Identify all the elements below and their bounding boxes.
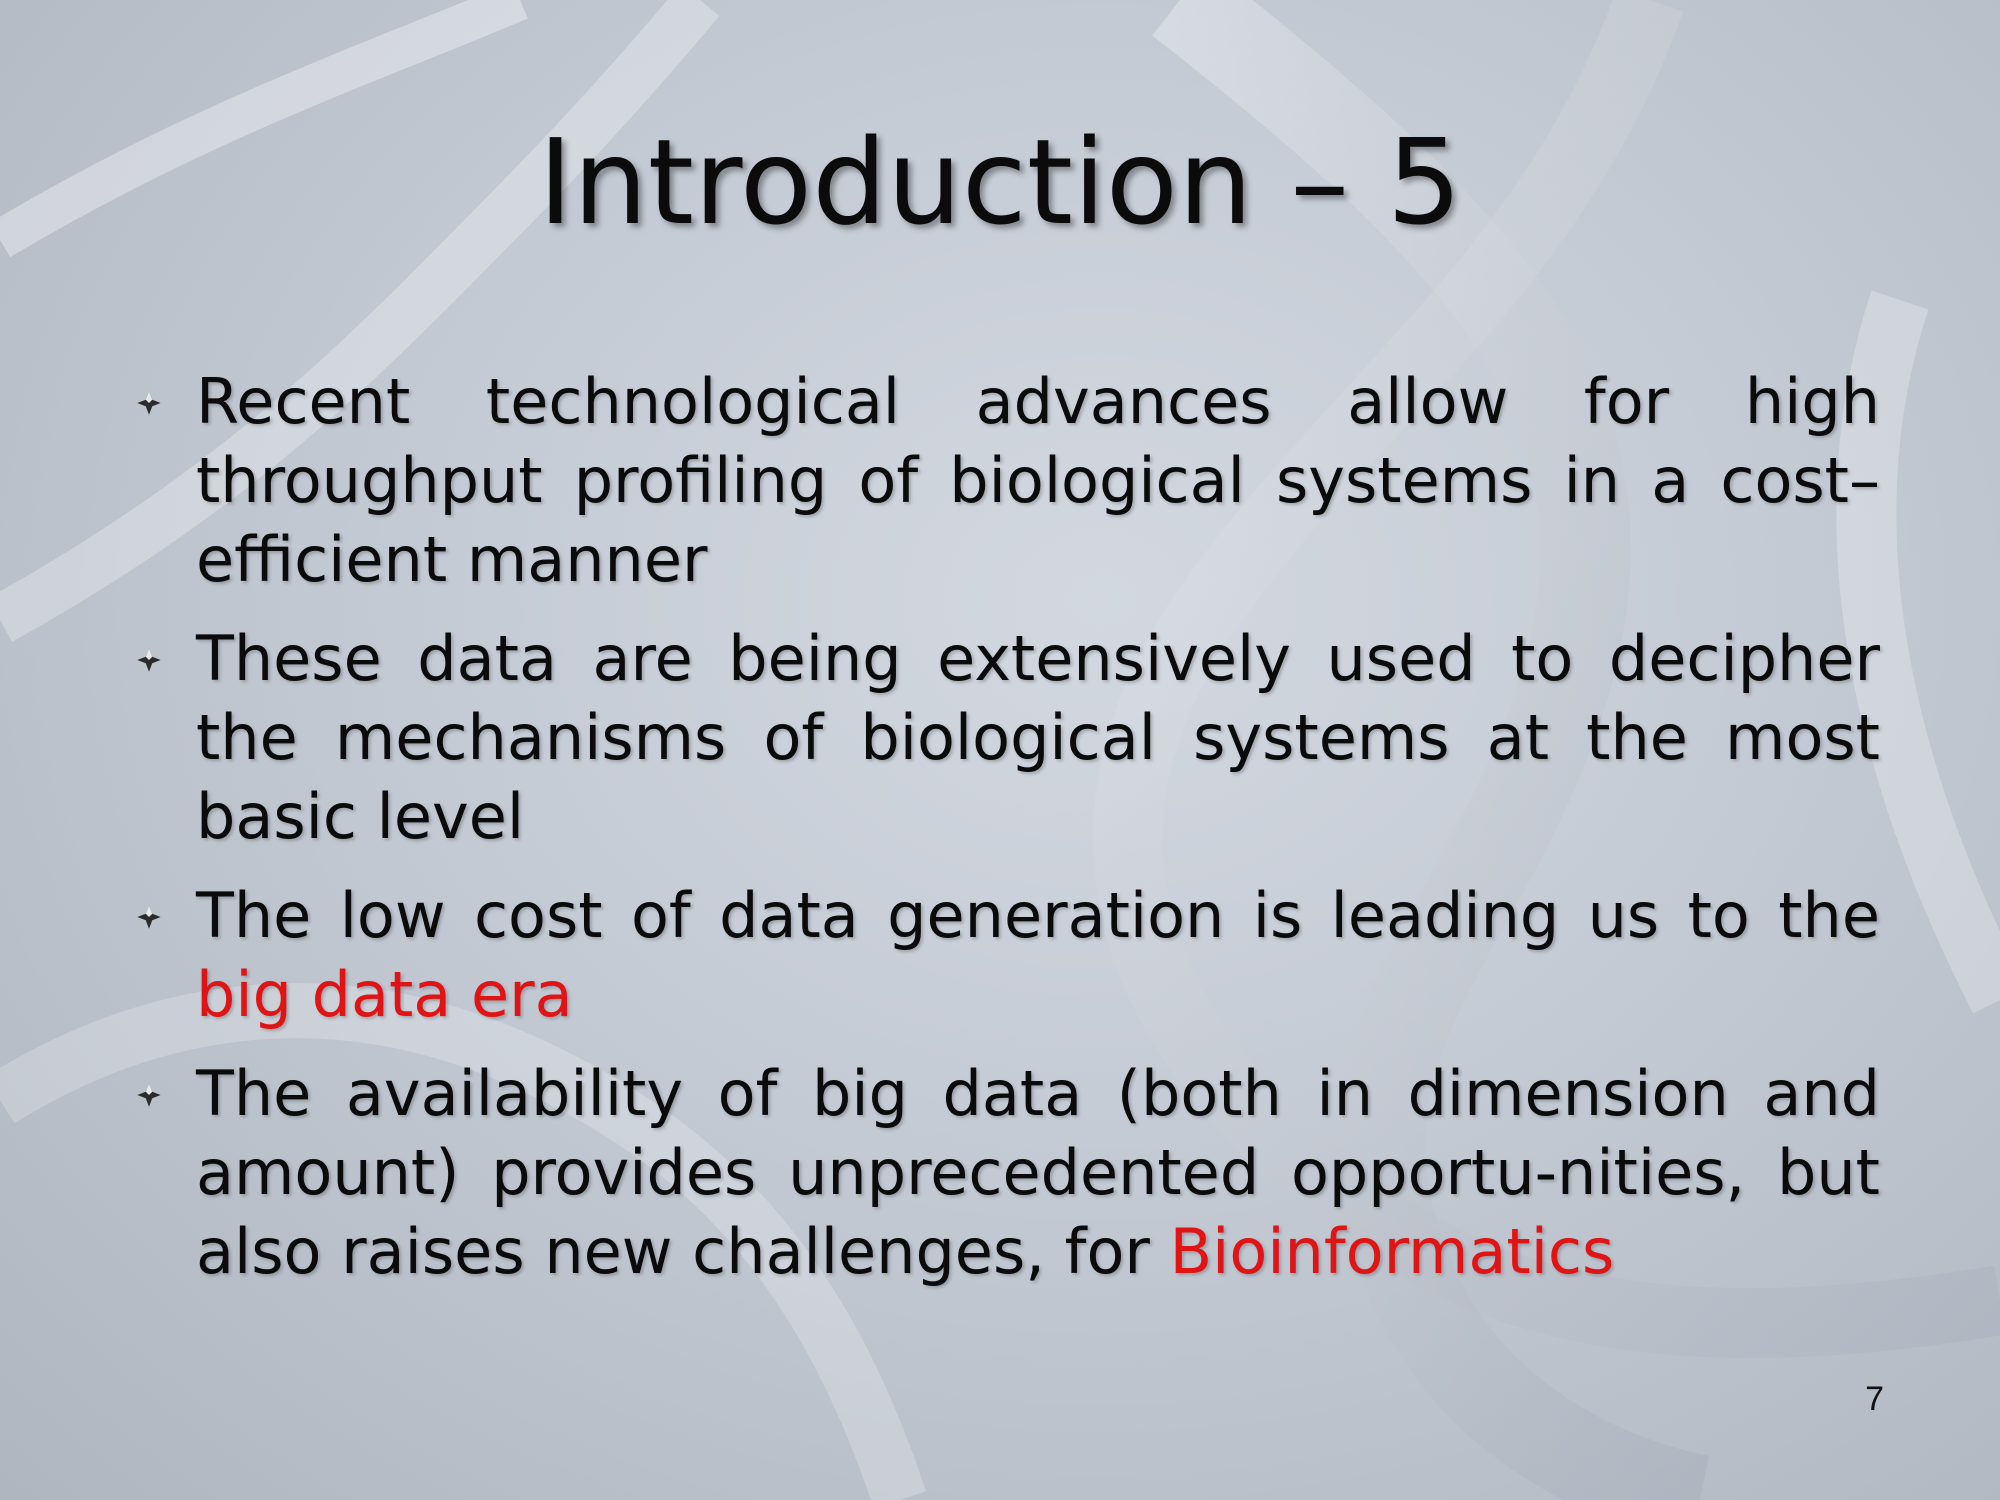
bullet-item: The low cost of data generation is leadi… <box>128 876 1880 1034</box>
bullet-list: Recent technological advances allow for … <box>128 362 1880 1311</box>
bullet-text: The low cost of data generation is leadi… <box>196 879 1880 1031</box>
four-point-star-bullet-icon <box>137 391 161 415</box>
bullet-item: Recent technological advances allow for … <box>128 362 1880 599</box>
bullet-text: These data are being extensively used to… <box>196 622 1880 853</box>
page-number: 7 <box>1865 1380 1884 1418</box>
bullet-text: Recent technological advances allow for … <box>196 365 1880 596</box>
four-point-star-bullet-icon <box>137 648 161 672</box>
bullet-item: These data are being extensively used to… <box>128 619 1880 856</box>
slide-title: Introduction – 5 <box>538 113 1462 251</box>
bullet-item: The availability of big data (both in di… <box>128 1054 1880 1291</box>
bullet-text: The availability of big data (both in di… <box>196 1057 1880 1288</box>
highlight-text: big data era <box>196 958 573 1031</box>
highlight-text: Bioinformatics <box>1169 1215 1615 1288</box>
four-point-star-bullet-icon <box>137 1083 161 1107</box>
four-point-star-bullet-icon <box>137 905 161 929</box>
